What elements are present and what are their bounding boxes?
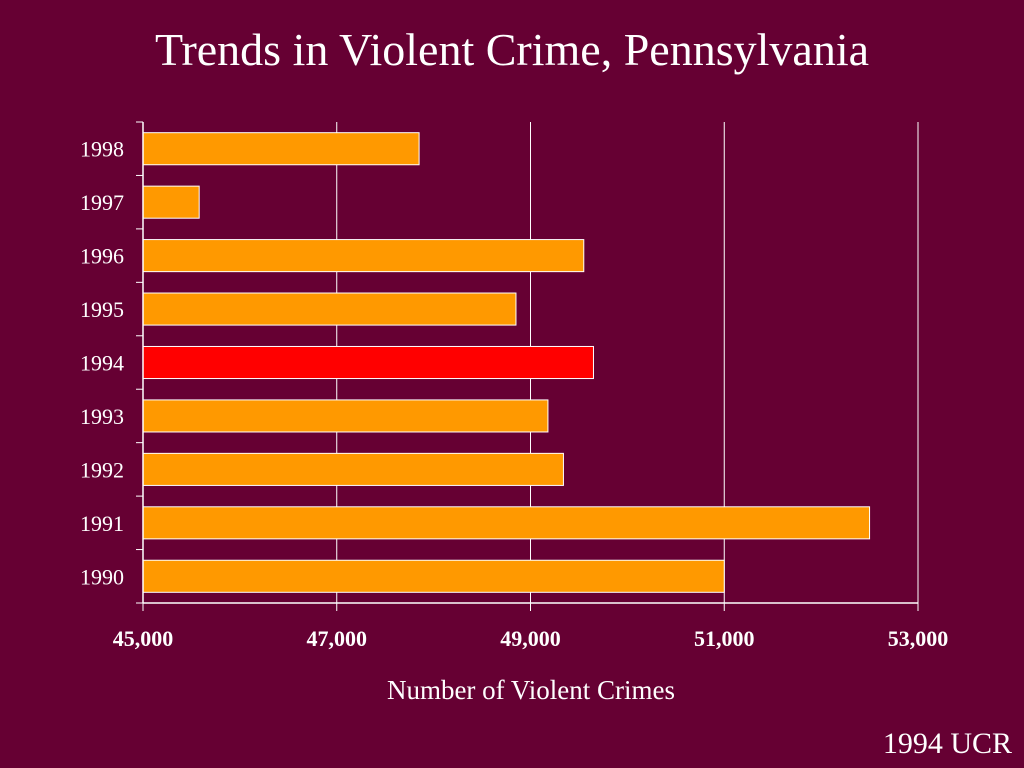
category-label: 1990: [80, 564, 124, 589]
bar-1997: [142, 185, 200, 219]
axes: [136, 121, 919, 611]
bar-1990: [142, 559, 725, 593]
x-tick-label: 49,000: [500, 626, 561, 651]
source-note: 1994 UCR: [882, 727, 1012, 760]
category-label: 1993: [80, 404, 124, 429]
chart-title: Trends in Violent Crime, Pennsylvania: [154, 24, 870, 75]
bar-1991: [142, 506, 871, 540]
bar-chart: 1998 1997 1996 1995 1994 1993 1992 1991 1990 45,…: [80, 121, 949, 705]
bars: [142, 132, 871, 593]
bar-1998: [142, 132, 420, 166]
bar-1995: [142, 292, 517, 326]
bar-1996: [142, 239, 585, 273]
category-label: 1995: [80, 297, 124, 322]
x-tick-label: 51,000: [694, 626, 755, 651]
category-label: 1992: [80, 457, 124, 482]
x-tick-label: 47,000: [307, 626, 368, 651]
category-label: 1994: [80, 351, 124, 376]
category-label: 1991: [80, 511, 124, 536]
bar-1994: [142, 345, 594, 380]
category-label: 1997: [80, 190, 124, 215]
category-label: 1998: [80, 137, 124, 162]
bar-1993: [142, 399, 549, 433]
category-label: 1996: [80, 244, 124, 269]
bar-1992: [142, 452, 564, 486]
tick-labels: 45,000 47,000 49,000 51,000 53,000: [113, 626, 949, 651]
x-tick-label: 45,000: [113, 626, 174, 651]
x-axis-title: Number of Violent Crimes: [387, 675, 675, 705]
category-labels: 1998 1997 1996 1995 1994 1993 1992 1991 1990: [80, 137, 124, 590]
x-tick-label: 53,000: [888, 626, 949, 651]
